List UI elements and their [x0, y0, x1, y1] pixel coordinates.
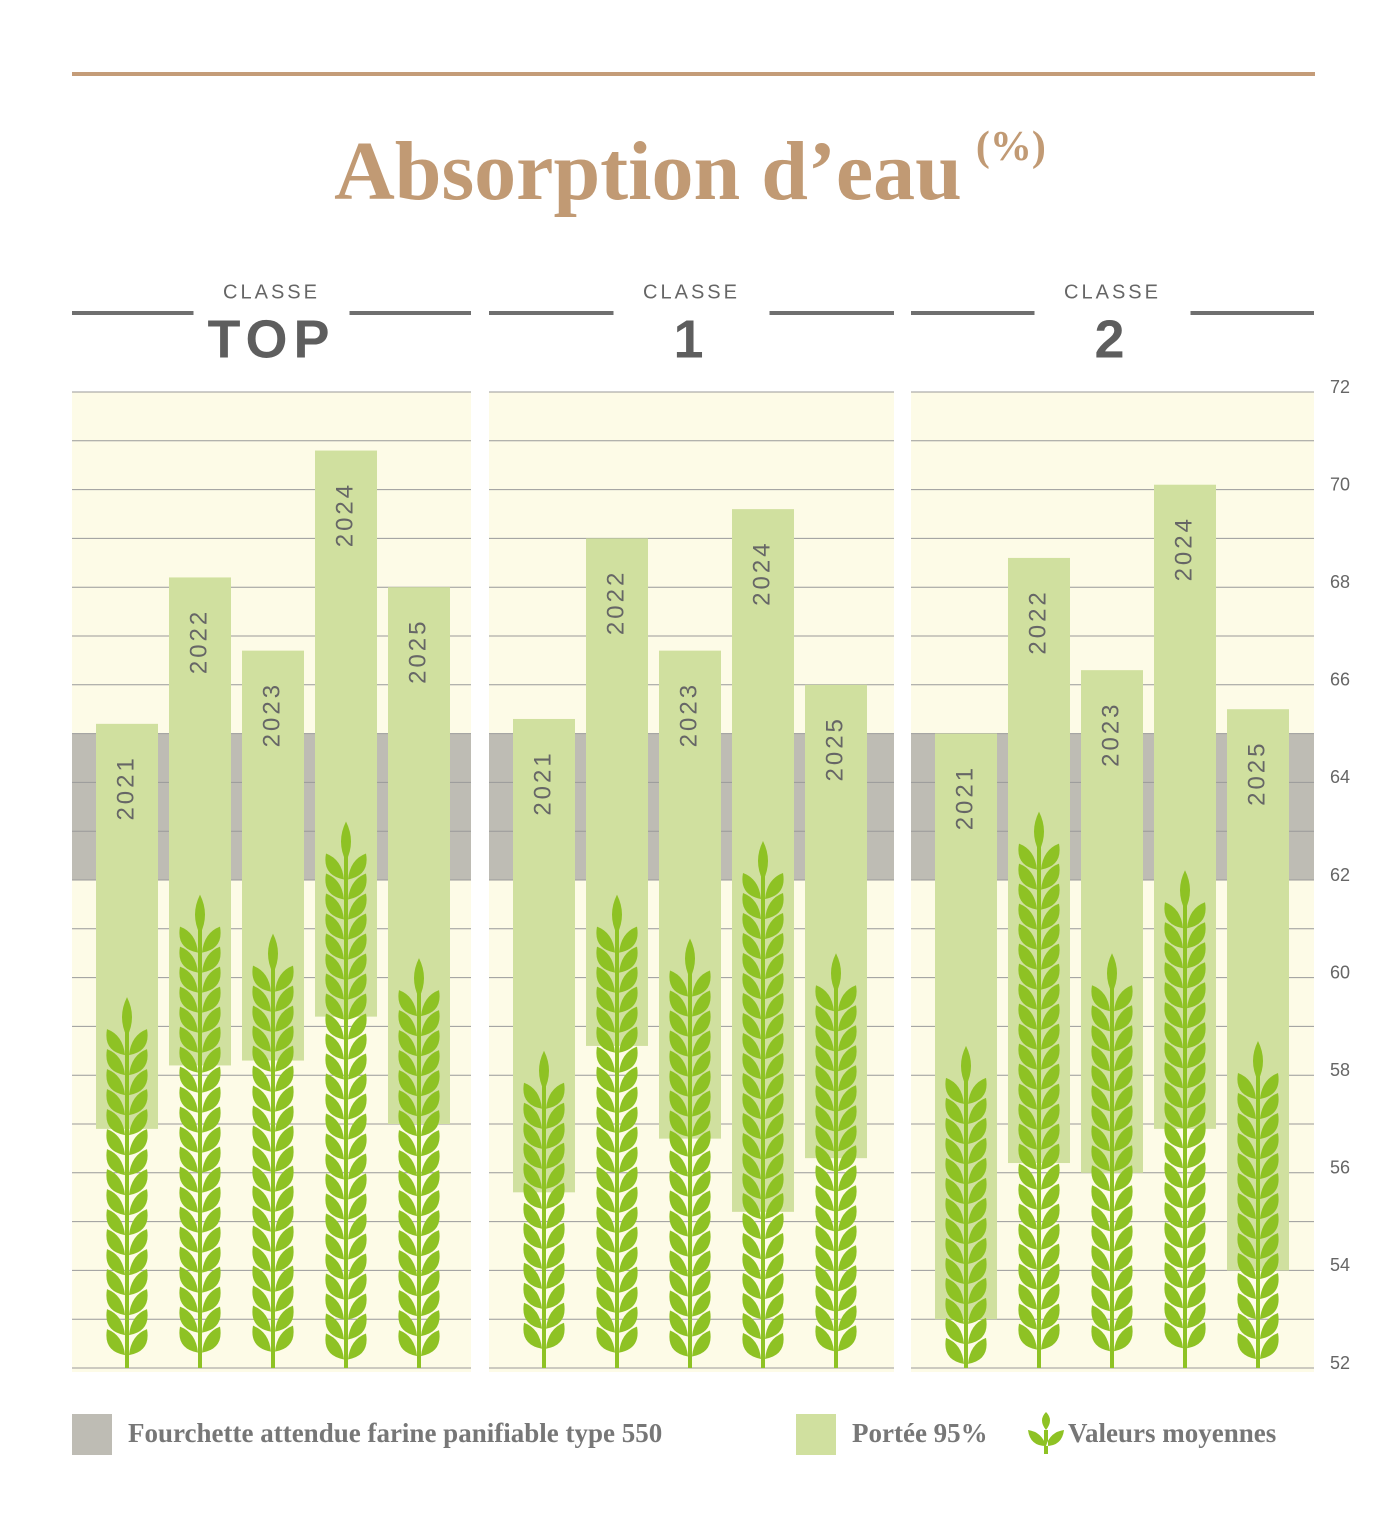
mean-wheat [1237, 1041, 1279, 1368]
category-label: 2021 [529, 750, 556, 815]
mean-wheat [179, 894, 221, 1368]
plot: CLASSE TOP 2021 2022 2023 2024 2025 CLASSE 1 2021… [72, 281, 1350, 1373]
title-main: Absorption d’eau [334, 125, 962, 218]
panel-label: 1 [673, 309, 709, 369]
legend: Fourchette attendue farine panifiable ty… [72, 1412, 1276, 1455]
mean-wheat [742, 840, 784, 1368]
category-label: 2022 [1024, 589, 1051, 654]
y-tick-label: 54 [1330, 1255, 1350, 1275]
legend-mean-key [1028, 1412, 1064, 1454]
mean-wheat [523, 1050, 565, 1368]
category-label: 2021 [112, 755, 139, 820]
mean-wheat [1091, 953, 1133, 1368]
y-tick-label: 52 [1330, 1353, 1350, 1373]
mean-wheat [815, 953, 857, 1368]
mean-wheat [669, 938, 711, 1368]
legend-label: Portée 95% [852, 1418, 988, 1448]
category-label: 2023 [675, 682, 702, 747]
panel-label: 2 [1094, 309, 1130, 369]
panel-kicker: CLASSE [1064, 281, 1161, 303]
mean-wheat [1018, 811, 1060, 1368]
category-label: 2023 [258, 682, 285, 747]
mean-wheat [325, 821, 367, 1368]
category-label: 2025 [404, 619, 431, 684]
category-label: 2022 [185, 609, 212, 674]
category-label: 2024 [1170, 516, 1197, 581]
y-tick-label: 60 [1330, 962, 1350, 982]
y-tick-label: 66 [1330, 670, 1350, 690]
y-tick-label: 72 [1330, 377, 1350, 397]
y-tick-label: 64 [1330, 767, 1350, 787]
category-label: 2024 [331, 482, 358, 547]
y-tick-label: 68 [1330, 572, 1350, 592]
y-tick-label: 62 [1330, 865, 1350, 885]
legend-range-key [796, 1414, 836, 1455]
category-label: 2025 [821, 716, 848, 781]
mean-wheat [1164, 870, 1206, 1368]
legend-band-key [72, 1414, 112, 1455]
legend-label: Fourchette attendue farine panifiable ty… [128, 1418, 662, 1448]
mean-wheat [398, 958, 440, 1368]
mean-wheat [945, 1045, 987, 1368]
category-label: 2025 [1243, 741, 1270, 806]
panel-kicker: CLASSE [643, 281, 740, 303]
panel-label: TOP [207, 309, 335, 369]
category-label: 2023 [1097, 701, 1124, 766]
panel-kicker: CLASSE [223, 281, 320, 303]
legend-label: Valeurs moyennes [1068, 1418, 1276, 1448]
y-tick-label: 70 [1330, 474, 1350, 494]
mean-wheat [596, 894, 638, 1368]
category-label: 2022 [602, 570, 629, 635]
category-label: 2021 [951, 765, 978, 830]
category-label: 2024 [748, 540, 775, 605]
mean-wheat [106, 997, 148, 1368]
y-tick-label: 58 [1330, 1060, 1350, 1080]
title-unit: (%) [976, 124, 1046, 170]
chart-title: Absorption d’eau (%) [334, 124, 1046, 219]
mean-wheat [252, 933, 294, 1368]
y-tick-label: 56 [1330, 1158, 1350, 1178]
